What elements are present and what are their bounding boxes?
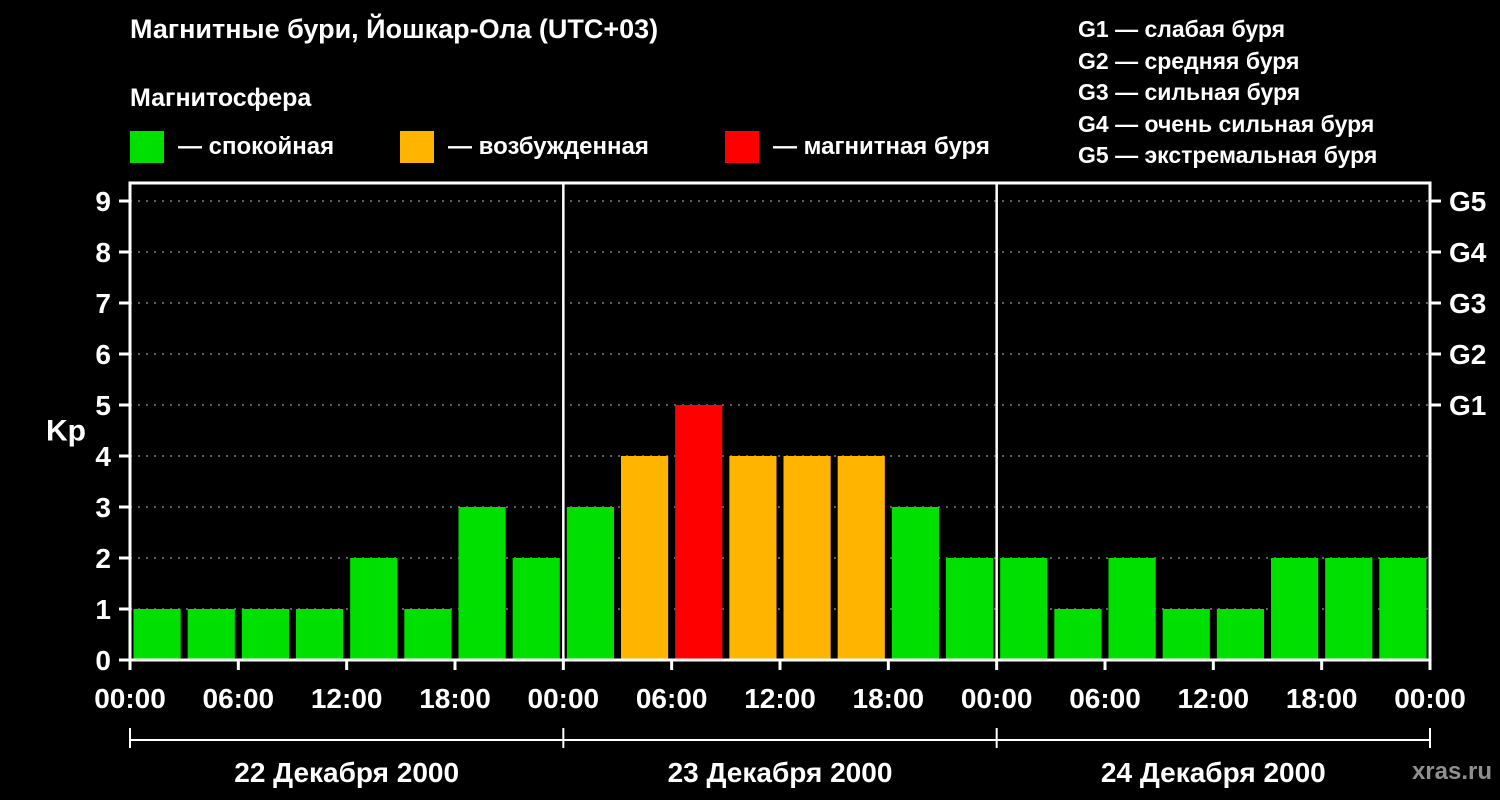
kp-bar xyxy=(1379,558,1427,660)
kp-bar xyxy=(458,507,506,660)
x-tick-label: 12:00 xyxy=(311,683,383,714)
kp-bar xyxy=(404,609,452,660)
legend-item-label: — магнитная буря xyxy=(773,133,990,160)
date-label: 23 Декабря 2000 xyxy=(668,757,893,788)
y-tick-label: 2 xyxy=(95,543,111,574)
kp-bar xyxy=(1325,558,1373,660)
g-axis-label: G2 xyxy=(1449,339,1486,370)
x-tick-label: 00:00 xyxy=(1394,683,1466,714)
legend-item-active: — возбужденная xyxy=(400,131,649,163)
watermark: xras.ru xyxy=(1411,758,1492,785)
x-tick-label: 00:00 xyxy=(528,683,600,714)
date-label: 22 Декабря 2000 xyxy=(234,757,459,788)
x-tick-label: 18:00 xyxy=(1286,683,1358,714)
x-tick-label: 06:00 xyxy=(1069,683,1141,714)
g-axis-label: G5 xyxy=(1449,186,1486,217)
legend-item-storm: — магнитная буря xyxy=(725,131,990,163)
kp-bar xyxy=(946,558,994,660)
page-title: Магнитные бури, Йошкар-Ола (UTC+03) xyxy=(130,14,659,44)
active-color-swatch xyxy=(400,131,434,163)
y-tick-label: 9 xyxy=(95,186,111,217)
g-axis-label: G3 xyxy=(1449,288,1486,319)
g-axis-label: G1 xyxy=(1449,390,1486,421)
storm-scale-line-g4: G4 — очень сильная буря xyxy=(1078,110,1375,137)
x-tick-label: 18:00 xyxy=(853,683,925,714)
x-tick-label: 06:00 xyxy=(203,683,275,714)
storm-scale-line-g2: G2 — средняя буря xyxy=(1078,47,1300,74)
kp-bar xyxy=(1054,609,1102,660)
y-tick-label: 6 xyxy=(95,339,111,370)
y-tick-label: 0 xyxy=(95,645,111,676)
kp-bar xyxy=(1000,558,1048,660)
storm-scale-legend: G1 — слабая буря G2 — средняя буря G3 — … xyxy=(1078,14,1377,172)
x-tick-label: 00:00 xyxy=(961,683,1033,714)
legend-item-quiet: — спокойная xyxy=(130,131,334,163)
x-tick-label: 18:00 xyxy=(419,683,491,714)
legend-item-label: — возбужденная xyxy=(448,133,649,160)
x-tick-label: 06:00 xyxy=(636,683,708,714)
kp-bar xyxy=(675,405,723,660)
date-label: 24 Декабря 2000 xyxy=(1101,757,1326,788)
plot-frame xyxy=(128,181,1432,662)
kp-bar xyxy=(512,558,560,660)
kp-bar xyxy=(621,456,669,660)
storm-scale-line-g3: G3 — сильная буря xyxy=(1078,79,1301,105)
y-tick-label: 8 xyxy=(95,237,111,268)
x-tick-label: 00:00 xyxy=(94,683,166,714)
y-tick-label: 4 xyxy=(95,441,111,472)
g-axis-label: G4 xyxy=(1449,237,1487,268)
kp-bar xyxy=(566,507,614,660)
kp-bar xyxy=(1162,609,1210,660)
kp-bar xyxy=(350,558,398,660)
kp-bar xyxy=(296,609,344,660)
kp-bar xyxy=(1216,609,1264,660)
quiet-color-swatch xyxy=(130,131,164,163)
x-tick-label: 12:00 xyxy=(744,683,816,714)
kp-bar xyxy=(837,456,885,660)
storm-scale-line-g5: G5 — экстремальная буря xyxy=(1078,142,1378,168)
legend-item-label: — спокойная xyxy=(178,133,335,160)
legend-heading: Магнитосфера xyxy=(130,84,312,112)
y-tick-label: 1 xyxy=(95,594,111,625)
y-tick-label: 7 xyxy=(95,288,111,319)
y-tick-label: 5 xyxy=(95,390,111,421)
y-axis-title: Kp xyxy=(46,415,86,448)
kp-bar xyxy=(1271,558,1319,660)
y-tick-label: 3 xyxy=(95,492,111,523)
kp-bar xyxy=(241,609,289,660)
kp-bar xyxy=(783,456,831,660)
kp-bar xyxy=(729,456,777,660)
x-tick-label: 12:00 xyxy=(1178,683,1250,714)
kp-bar xyxy=(1108,558,1156,660)
storm-scale-line-g1: G1 — слабая буря xyxy=(1078,16,1286,42)
kp-bar xyxy=(187,609,235,660)
kp-bar xyxy=(891,507,939,660)
kp-bar xyxy=(133,609,181,660)
storm-color-swatch xyxy=(725,131,759,163)
